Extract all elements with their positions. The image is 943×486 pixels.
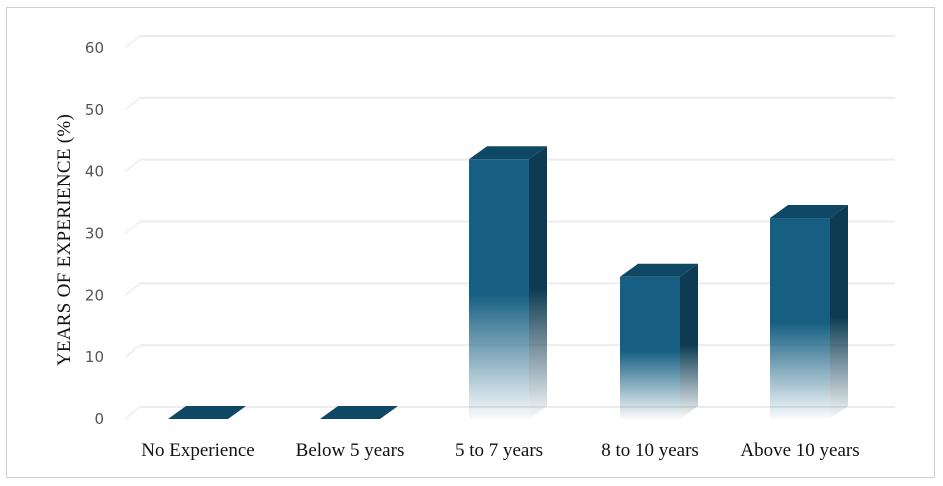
y-tick-label: 50 — [85, 101, 104, 119]
x-category-label: 5 to 7 years — [455, 440, 543, 461]
bar-front — [620, 276, 680, 419]
y-tick-label: 60 — [85, 39, 104, 57]
gridline-depth — [124, 35, 141, 49]
bar-top — [320, 406, 398, 419]
gridline-depth — [124, 221, 141, 234]
bar — [168, 406, 246, 419]
bar — [620, 263, 698, 419]
x-category-label: Below 5 years — [296, 440, 405, 461]
x-category-label: No Experience — [141, 440, 254, 461]
gridline-depth — [124, 97, 141, 111]
bar-top — [620, 263, 698, 277]
bars — [168, 146, 848, 420]
y-axis-ticks: 0 10 20 30 40 50 60 — [85, 39, 104, 428]
bar-side — [529, 146, 547, 420]
bar-front — [469, 159, 529, 420]
bar — [770, 205, 848, 419]
gridline-depth — [124, 282, 141, 296]
gridline-depth — [124, 344, 141, 358]
bar-front — [770, 218, 830, 419]
y-tick-label: 20 — [85, 286, 104, 304]
bar-side — [830, 205, 848, 419]
x-axis-labels: No Experience Below 5 years 5 to 7 years 8 … — [141, 440, 859, 461]
x-category-label: Above 10 years — [740, 440, 859, 461]
bar-side — [680, 263, 698, 419]
gridline-depth — [124, 159, 141, 173]
gridline-depth — [124, 406, 141, 420]
y-tick-label: 0 — [94, 410, 104, 428]
bar — [320, 406, 398, 419]
bar — [469, 146, 547, 420]
bar-top — [770, 205, 848, 219]
bar-top — [469, 146, 547, 160]
bar-top — [168, 406, 246, 419]
y-axis-title: YEARS OF EXPERIENCE (%) — [54, 114, 75, 366]
y-tick-label: 40 — [85, 163, 104, 181]
y-tick-label: 30 — [85, 225, 104, 243]
y-tick-label: 10 — [85, 348, 104, 366]
x-category-label: 8 to 10 years — [601, 440, 699, 461]
